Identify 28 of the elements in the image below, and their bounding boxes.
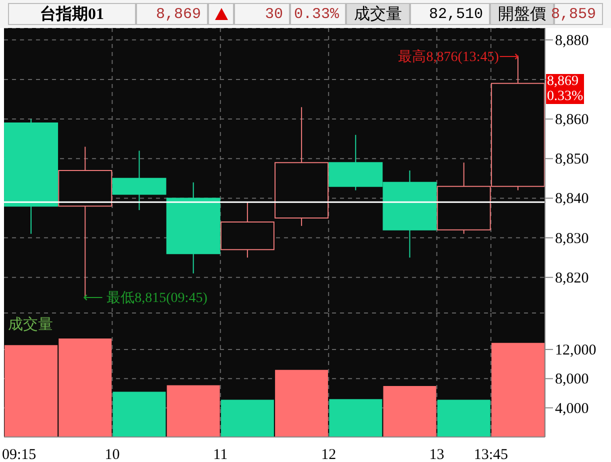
- y-tick-label: 8,840: [555, 191, 589, 208]
- y-tick-label: 8,000: [555, 372, 589, 388]
- annotation: ⟵ 最低8,815(09:45): [83, 290, 208, 308]
- y-tick-label: 8,860: [555, 112, 589, 128]
- text: 8,859: [550, 4, 597, 24]
- text: 成交量: [346, 3, 410, 25]
- y-tick-label: 4,000: [555, 400, 589, 417]
- y-tick-label: 8,820: [555, 270, 589, 286]
- x-tick-label: 13: [429, 447, 444, 462]
- annotation: 最高8,876(13:45)⟶: [398, 48, 519, 66]
- y-tick-label: 8,850: [555, 152, 589, 168]
- chart-title: 成交量: [8, 315, 53, 334]
- y-tick-label: 8,830: [555, 230, 589, 247]
- text: 8,869: [547, 74, 580, 90]
- x-tick-label: 09:15: [2, 447, 36, 462]
- text: 82,510: [410, 3, 490, 25]
- text: 8,869: [136, 3, 208, 25]
- x-tick-label: 10: [104, 447, 120, 462]
- x-tick-label: 13:45: [474, 447, 508, 462]
- x-tick-label: 12: [321, 447, 336, 462]
- y-tick-label: 12,000: [555, 342, 596, 358]
- chart-title: 台指期01: [8, 3, 136, 25]
- x-tick-label: 11: [213, 447, 228, 462]
- y-tick-label: 8,880: [555, 32, 589, 49]
- text: 0.33%: [290, 3, 346, 25]
- text: 開盤價: [498, 6, 546, 22]
- text: 0.33%: [547, 89, 584, 104]
- text: 30: [234, 3, 290, 25]
